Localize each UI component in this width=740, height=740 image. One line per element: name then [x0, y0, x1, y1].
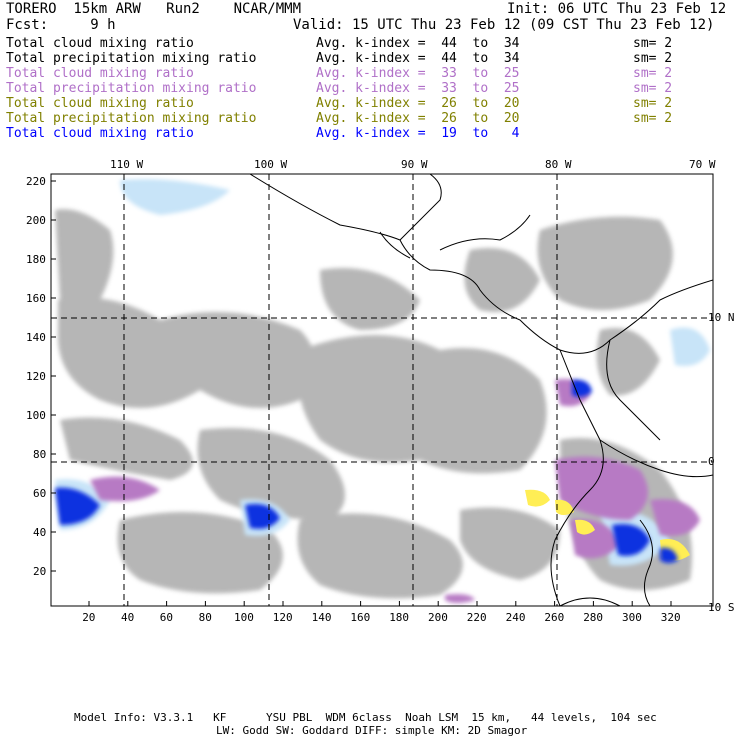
x-tick-label: 100: [234, 611, 254, 624]
k-index-range: Avg. k-index = 44 to 34: [316, 36, 520, 51]
axis-ticks: [51, 180, 672, 606]
forecast-hour: Fcst: 9 h: [6, 17, 116, 33]
k-index-range: Avg. k-index = 26 to 20: [316, 111, 520, 126]
x-tick-label: 260: [544, 611, 565, 624]
y-tick-label: 60: [33, 487, 47, 500]
y-tick-label: 100: [26, 409, 46, 422]
y-tick-label: 160: [26, 292, 46, 305]
cloud-field-blue: [55, 379, 678, 563]
y-tick-label: 140: [26, 331, 46, 344]
x-tick-label: 180: [389, 611, 410, 624]
x-tick-label: 220: [466, 611, 487, 624]
model-info: Model Info: V3.3.1 KF YSU PBL WDM 6class…: [74, 711, 657, 724]
field-name: Total cloud mixing ratio: [6, 126, 194, 141]
lon-label: 110 W: [110, 158, 144, 171]
x-tick-label: 160: [350, 611, 371, 624]
x-tick-label: 200: [428, 611, 448, 624]
field-name: Total precipitation mixing ratio: [6, 111, 257, 126]
field-name: Total cloud mixing ratio: [6, 96, 194, 111]
init-time: Init: 06 UTC Thu 23 Feb 12: [507, 1, 727, 17]
smoothing: sm= 2: [633, 66, 673, 81]
k-index-range: Avg. k-index = 33 to 25: [316, 66, 520, 81]
lon-label: 80 W: [545, 158, 572, 171]
coastline: [249, 174, 713, 606]
lon-label: 100 W: [254, 158, 288, 171]
cloud-field-gray: [55, 209, 692, 599]
x-tick-label: 40: [121, 611, 135, 624]
map-frame: [50, 173, 714, 607]
x-tick-label: 300: [622, 611, 642, 624]
lat-label: 10 N: [708, 311, 735, 324]
x-tick-label: 320: [660, 611, 681, 624]
smoothing: sm= 2: [633, 51, 673, 66]
lon-label: 70 W: [689, 158, 716, 171]
field-name: Total precipitation mixing ratio: [6, 81, 257, 96]
lat-label: 0: [708, 455, 715, 468]
y-tick-label: 20: [33, 565, 47, 578]
y-tick-label: 80: [33, 448, 47, 461]
x-tick-label: 280: [583, 611, 604, 624]
y-tick-label: 220: [26, 175, 46, 188]
lat-lon-grid: [51, 174, 713, 606]
x-tick-label: 80: [198, 611, 212, 624]
x-tick-label: 140: [311, 611, 332, 624]
k-index-range: Avg. k-index = 44 to 34: [316, 51, 520, 66]
smoothing: sm= 2: [633, 96, 673, 111]
k-index-range: Avg. k-index = 19 to 4: [316, 126, 520, 141]
k-index-range: Avg. k-index = 33 to 25: [316, 81, 520, 96]
x-tick-label: 120: [272, 611, 293, 624]
field-name: Total precipitation mixing ratio: [6, 51, 257, 66]
field-name: Total cloud mixing ratio: [6, 36, 194, 51]
smoothing: sm= 2: [633, 81, 673, 96]
lon-label: 90 W: [401, 158, 428, 171]
field-name: Total cloud mixing ratio: [6, 66, 194, 81]
x-tick-label: 240: [505, 611, 526, 624]
x-tick-label: 20: [82, 611, 96, 624]
lat-label: 10 S: [708, 601, 735, 614]
valid-time: Valid: 15 UTC Thu 23 Feb 12 (09 CST Thu …: [293, 17, 715, 33]
y-tick-label: 180: [26, 253, 46, 266]
y-tick-label: 200: [26, 214, 46, 227]
smoothing: sm= 2: [633, 111, 673, 126]
y-tick-label: 120: [26, 370, 46, 383]
k-index-range: Avg. k-index = 26 to 20: [316, 96, 520, 111]
physics-info: LW: Godd SW: Goddard DIFF: simple KM: 2D…: [216, 724, 528, 737]
y-tick-label: 40: [33, 526, 47, 539]
title-line: TORERO 15km ARW Run2 NCAR/MMM: [6, 1, 302, 17]
smoothing: sm= 2: [633, 36, 673, 51]
x-tick-label: 60: [159, 611, 174, 624]
